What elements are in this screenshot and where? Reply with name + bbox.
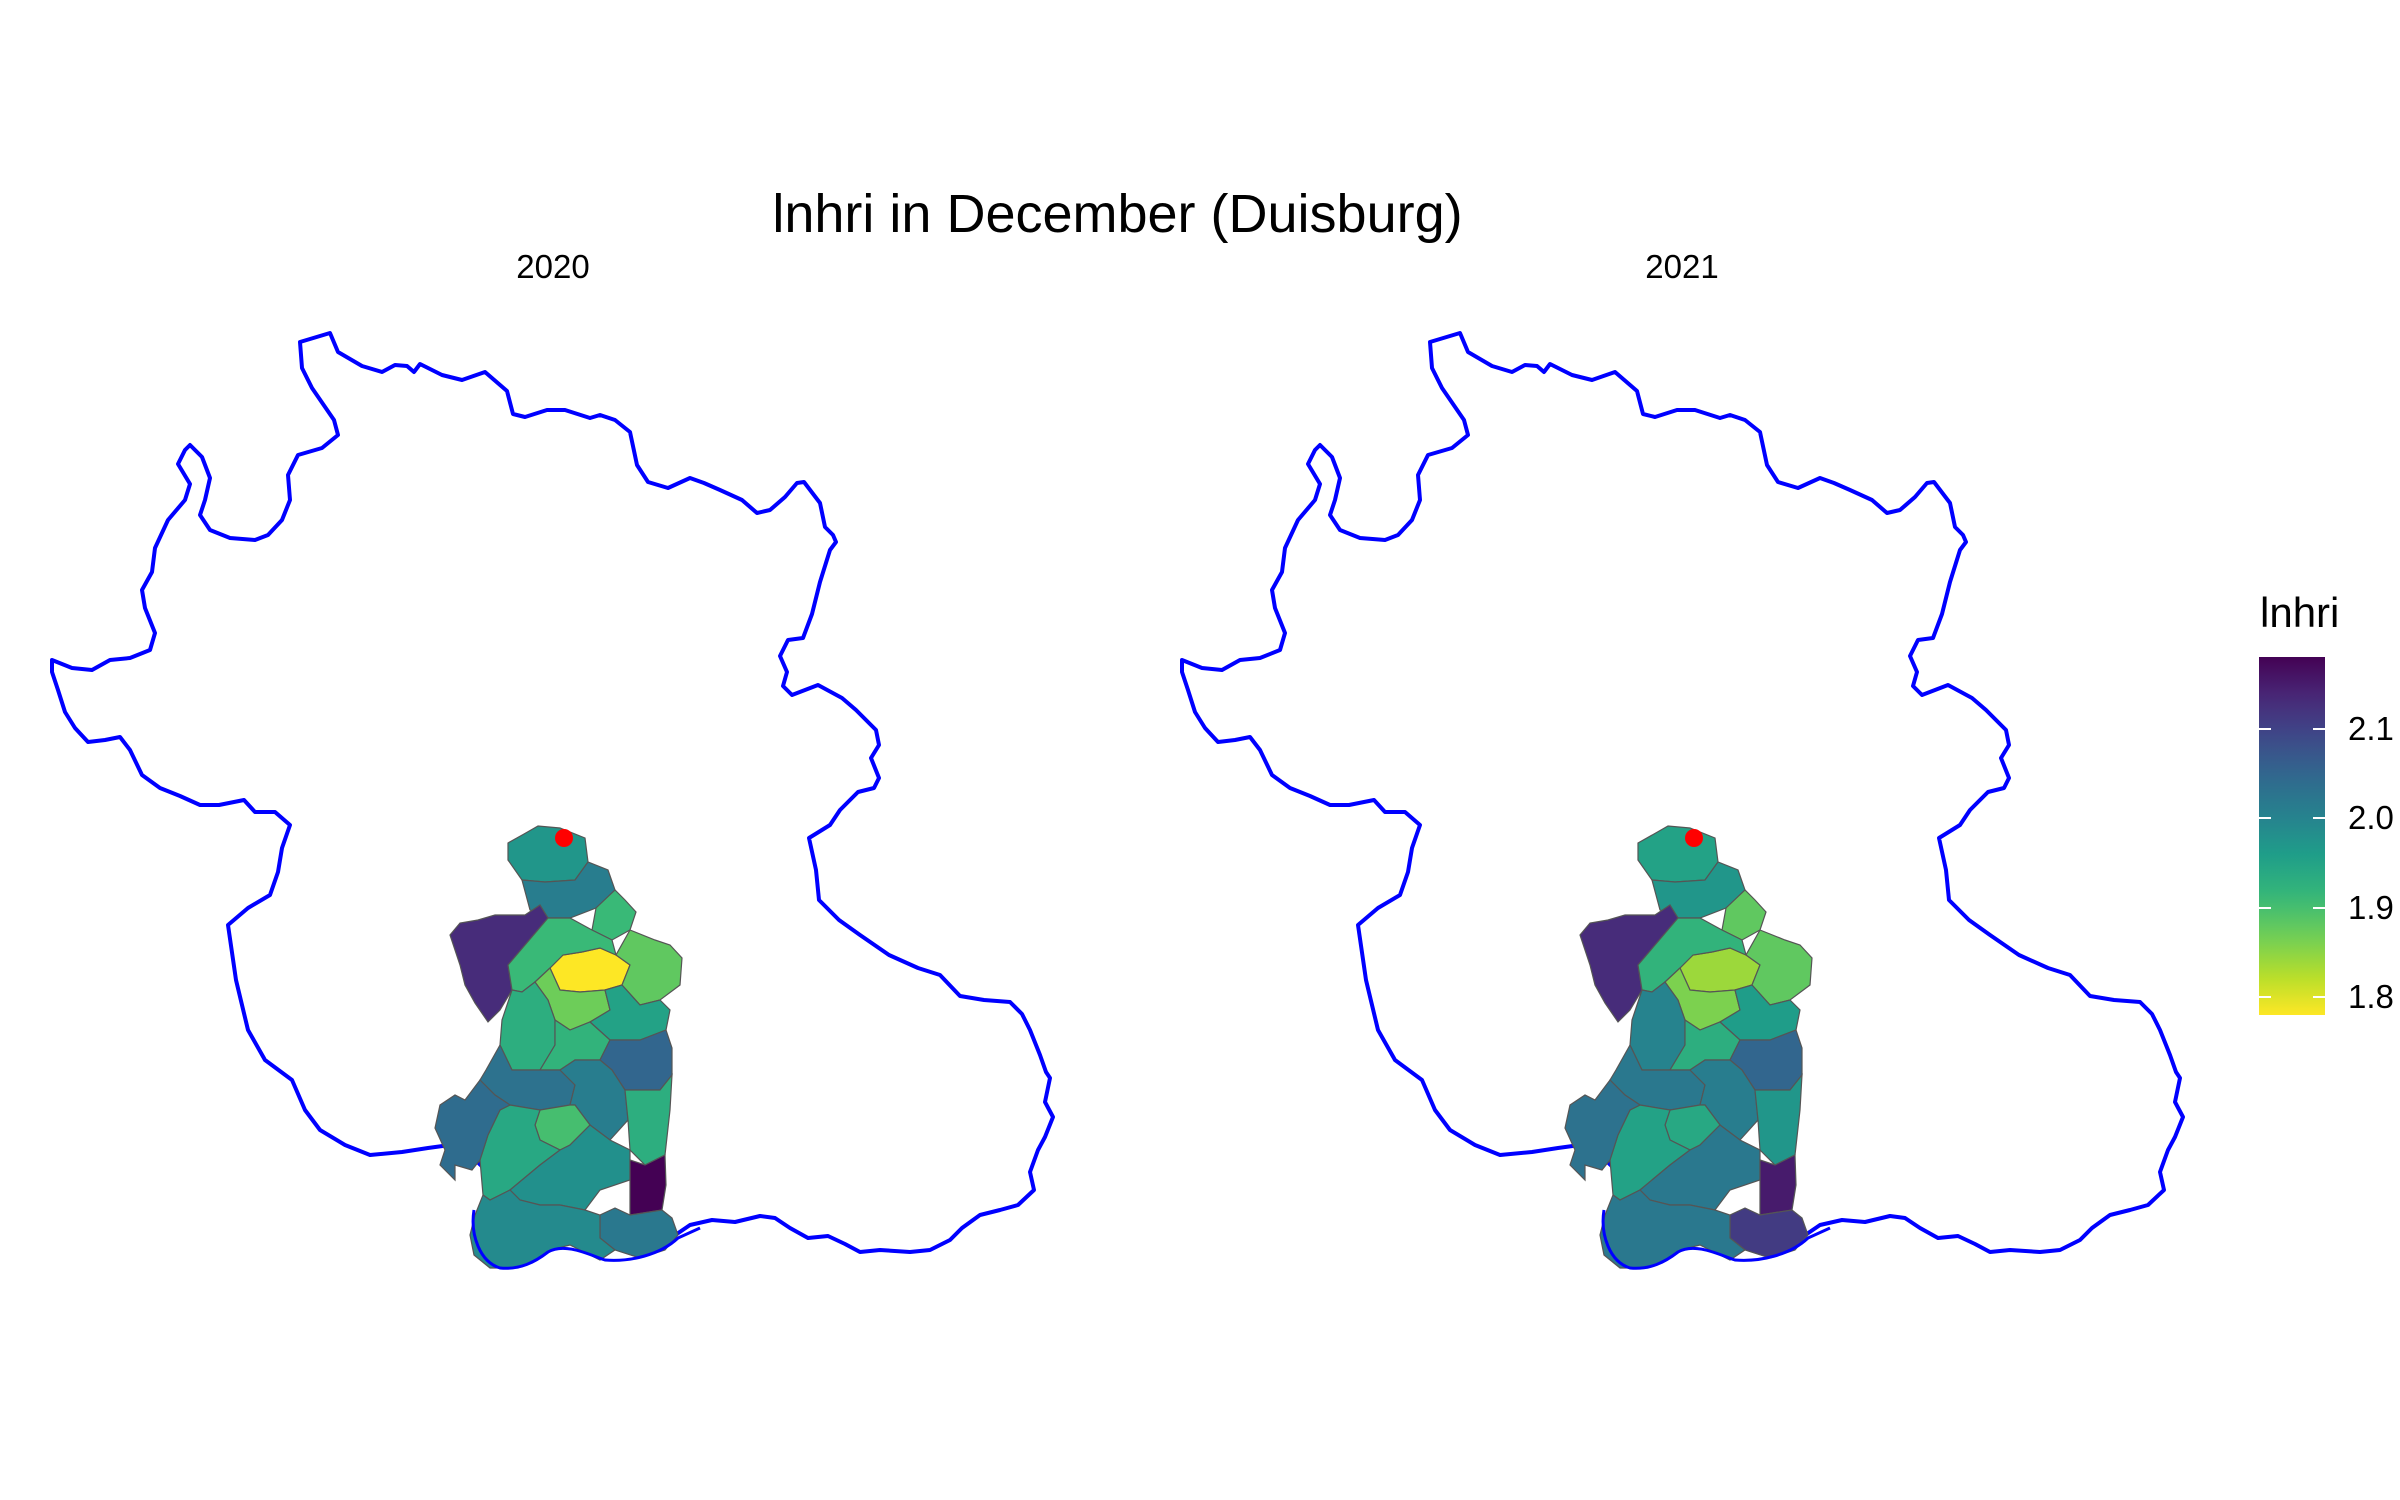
region-boundary-outline <box>1180 331 2185 1254</box>
legend-tick-label: 2.0 <box>2348 799 2394 837</box>
map-panel-2021 <box>1180 331 2185 1270</box>
district-19 <box>1564 1079 1642 1182</box>
legend-tick-mark <box>2259 906 2271 909</box>
legend-tick-mark <box>2259 996 2271 999</box>
district-20 <box>629 1154 667 1216</box>
legend-tick-label: 1.8 <box>2348 978 2394 1016</box>
legend-tick-mark <box>2259 727 2271 730</box>
location-marker <box>1685 829 1703 847</box>
legend-tick-mark <box>2259 817 2271 820</box>
district-layer <box>434 825 701 1270</box>
legend-tick-mark <box>2313 817 2325 820</box>
region-boundary-outline <box>50 331 1055 1254</box>
district-22 <box>469 1189 617 1269</box>
district-layer <box>1564 825 1831 1270</box>
facet-label-2021: 2021 <box>1645 248 1719 285</box>
legend-tick-label: 1.9 <box>2348 888 2394 926</box>
legend-tick-label: 2.1 <box>2348 709 2394 747</box>
district-19 <box>434 1079 512 1182</box>
legend-title: lnhri <box>2260 589 2340 636</box>
district-1 <box>1637 825 1719 883</box>
legend-colorbar <box>2259 657 2325 1015</box>
legend-tick-mark <box>2313 906 2325 909</box>
legend-tick-mark <box>2313 727 2325 730</box>
location-marker <box>555 829 573 847</box>
legend-tick-mark <box>2313 996 2325 999</box>
southern-boundary-segment <box>471 1209 701 1270</box>
map-panel-2020 <box>50 331 1055 1270</box>
facet-label-2020: 2020 <box>516 248 590 285</box>
district-20 <box>1759 1154 1797 1216</box>
southern-boundary-segment <box>1601 1209 1831 1270</box>
district-22 <box>1599 1189 1747 1269</box>
chart-title: lnhri in December (Duisburg) <box>772 184 1463 244</box>
